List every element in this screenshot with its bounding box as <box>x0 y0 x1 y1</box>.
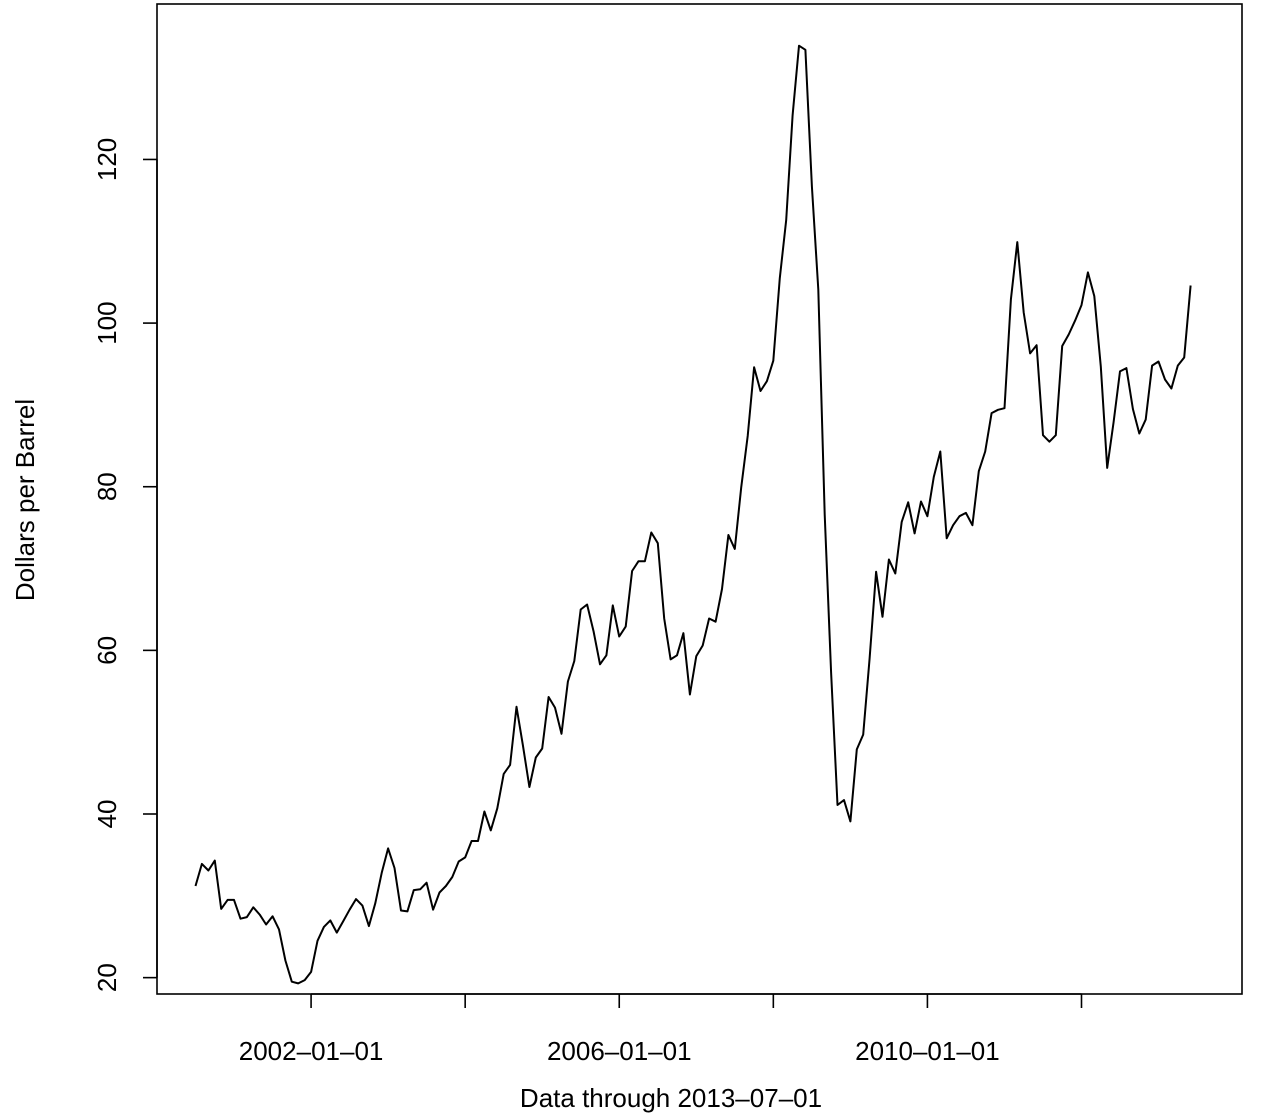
plot-frame <box>156 3 1243 995</box>
y-tick-label: 80 <box>92 472 122 501</box>
x-tick-label: 2006–01–01 <box>547 1036 692 1066</box>
y-tick-label: 20 <box>92 963 122 992</box>
y-tick-label: 60 <box>92 636 122 665</box>
x-axis: 2002–01–01 2006–01–01 2010–01–01 <box>239 993 1083 1066</box>
price-series-line <box>194 44 1192 985</box>
y-tick-label: 40 <box>92 800 122 829</box>
y-axis-title: Dollars per Barrel <box>10 399 40 601</box>
y-axis: 20 40 60 80 100 120 <box>92 138 158 992</box>
x-axis-title: Data through 2013–07–01 <box>520 1083 822 1113</box>
x-tick-label: 2010–01–01 <box>855 1036 1000 1066</box>
x-tick-label: 2002–01–01 <box>239 1036 384 1066</box>
y-tick-label: 120 <box>92 138 122 181</box>
y-tick-label: 100 <box>92 301 122 344</box>
